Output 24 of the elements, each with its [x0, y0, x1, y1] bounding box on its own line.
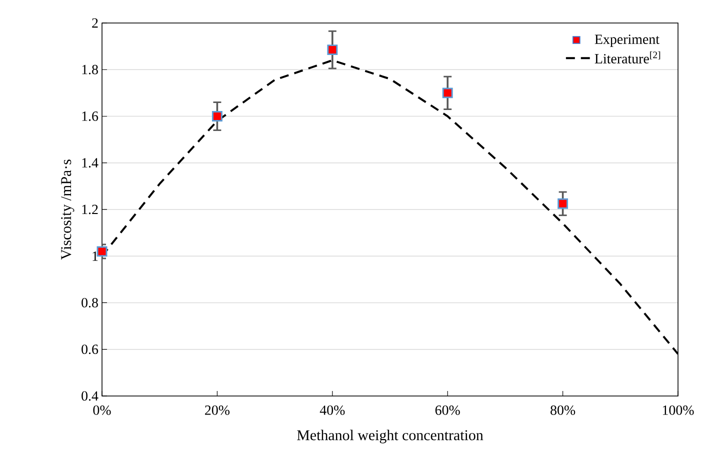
- point: [442, 88, 453, 98]
- y-tick-label: 1.4: [82, 158, 98, 168]
- point: [327, 44, 338, 56]
- point: [96, 246, 108, 257]
- point: [558, 198, 568, 209]
- y-tick-label: 1.6: [82, 112, 98, 121]
- legend-label: Experiment: [594, 34, 660, 47]
- x-tick-label: 60%: [435, 405, 460, 415]
- y-axis-title: Viscosity /mPa·s: [61, 160, 74, 260]
- legend-label: Literature$^{[2]}$: [594, 51, 660, 64]
- y-tick-label: 0.4: [82, 391, 98, 401]
- y-tick-label: 1: [92, 251, 98, 261]
- x-tick-label: 40%: [320, 405, 345, 415]
- x-tick-label: 100%: [662, 405, 694, 415]
- y-tick-label: 0.6: [82, 344, 98, 354]
- y-tick-label: 1.2: [82, 204, 98, 214]
- x-axis-title: Methanol weight concentration: [297, 430, 484, 444]
- x-tick-label: 0%: [93, 405, 111, 415]
- y-tick-label: 0.8: [82, 298, 98, 308]
- y-tick-label: 2: [92, 18, 98, 28]
- x-tick-label: 80%: [550, 405, 576, 415]
- point: [212, 111, 222, 122]
- x-tick-label: 20%: [205, 405, 230, 415]
- y-tick-label: 1.8: [82, 64, 98, 74]
